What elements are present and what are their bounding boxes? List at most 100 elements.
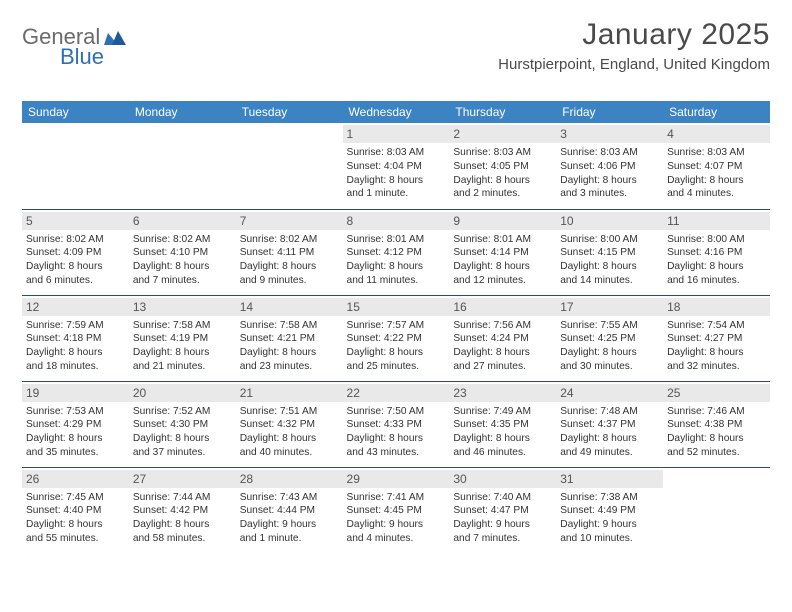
weekday-header: Friday xyxy=(556,101,663,123)
day-sunrise: Sunrise: 8:02 AM xyxy=(133,233,232,247)
day-sunset: Sunset: 4:15 PM xyxy=(560,246,659,260)
day-daylight1: Daylight: 8 hours xyxy=(667,260,766,274)
day-info: Sunrise: 7:38 AMSunset: 4:49 PMDaylight:… xyxy=(560,491,659,546)
day-sunrise: Sunrise: 7:56 AM xyxy=(453,319,552,333)
day-info: Sunrise: 7:59 AMSunset: 4:18 PMDaylight:… xyxy=(26,319,125,374)
day-daylight2: and 18 minutes. xyxy=(26,360,125,374)
day-number: 12 xyxy=(22,298,129,316)
day-sunrise: Sunrise: 8:03 AM xyxy=(453,146,552,160)
day-info: Sunrise: 8:03 AMSunset: 4:05 PMDaylight:… xyxy=(453,146,552,201)
day-sunrise: Sunrise: 7:45 AM xyxy=(26,491,125,505)
day-sunrise: Sunrise: 7:44 AM xyxy=(133,491,232,505)
day-sunrise: Sunrise: 7:46 AM xyxy=(667,405,766,419)
day-daylight1: Daylight: 8 hours xyxy=(667,174,766,188)
day-daylight1: Daylight: 9 hours xyxy=(560,518,659,532)
calendar-week-row: ......1Sunrise: 8:03 AMSunset: 4:04 PMDa… xyxy=(22,123,770,209)
day-info: Sunrise: 7:55 AMSunset: 4:25 PMDaylight:… xyxy=(560,319,659,374)
day-sunset: Sunset: 4:12 PM xyxy=(347,246,446,260)
day-number: 7 xyxy=(236,212,343,230)
day-info: Sunrise: 8:02 AMSunset: 4:10 PMDaylight:… xyxy=(133,233,232,288)
day-sunrise: Sunrise: 7:58 AM xyxy=(133,319,232,333)
title-block: January 2025 Hurstpierpoint, England, Un… xyxy=(498,18,770,73)
day-daylight1: Daylight: 9 hours xyxy=(453,518,552,532)
day-info: Sunrise: 7:50 AMSunset: 4:33 PMDaylight:… xyxy=(347,405,446,460)
day-number: 29 xyxy=(343,470,450,488)
day-info: Sunrise: 8:00 AMSunset: 4:15 PMDaylight:… xyxy=(560,233,659,288)
day-sunset: Sunset: 4:40 PM xyxy=(26,504,125,518)
day-daylight1: Daylight: 8 hours xyxy=(240,260,339,274)
calendar-week-row: 12 Sunrise: 7:59 AMSunset: 4:18 PMDayligh… xyxy=(22,295,770,381)
calendar-day-cell: 19Sunrise: 7:53 AMSunset: 4:29 PMDayligh… xyxy=(22,381,129,467)
day-sunset: Sunset: 4:44 PM xyxy=(240,504,339,518)
calendar-day-cell: 3Sunrise: 8:03 AMSunset: 4:06 PMDaylight… xyxy=(556,123,663,209)
day-daylight1: Daylight: 8 hours xyxy=(453,260,552,274)
calendar-week-row: 26Sunrise: 7:45 AMSunset: 4:40 PMDayligh… xyxy=(22,467,770,553)
day-number: 28 xyxy=(236,470,343,488)
day-number: 6 xyxy=(129,212,236,230)
day-sunset: Sunset: 4:14 PM xyxy=(453,246,552,260)
day-daylight1: Daylight: 8 hours xyxy=(560,346,659,360)
day-sunrise: Sunrise: 7:53 AM xyxy=(26,405,125,419)
day-daylight2: and 3 minutes. xyxy=(560,187,659,201)
day-info: Sunrise: 7:48 AMSunset: 4:37 PMDaylight:… xyxy=(560,405,659,460)
day-info: Sunrise: 7:52 AMSunset: 4:30 PMDaylight:… xyxy=(133,405,232,460)
calendar-day-cell: .. xyxy=(236,123,343,209)
day-sunset: Sunset: 4:05 PM xyxy=(453,160,552,174)
calendar-day-cell: 9 Sunrise: 8:01 AMSunset: 4:14 PMDaylight… xyxy=(449,209,556,295)
day-daylight2: and 21 minutes. xyxy=(133,360,232,374)
day-info: Sunrise: 7:51 AMSunset: 4:32 PMDaylight:… xyxy=(240,405,339,460)
brand-mark-icon xyxy=(104,29,126,45)
day-sunset: Sunset: 4:16 PM xyxy=(667,246,766,260)
calendar-day-cell: 28Sunrise: 7:43 AMSunset: 4:44 PMDayligh… xyxy=(236,467,343,553)
day-number: 25 xyxy=(663,384,770,402)
day-daylight1: Daylight: 8 hours xyxy=(453,174,552,188)
day-daylight1: Daylight: 9 hours xyxy=(347,518,446,532)
calendar-day-cell: 14Sunrise: 7:58 AMSunset: 4:21 PMDayligh… xyxy=(236,295,343,381)
day-number: 9 xyxy=(449,212,556,230)
day-sunset: Sunset: 4:35 PM xyxy=(453,418,552,432)
day-number: 30 xyxy=(449,470,556,488)
day-sunset: Sunset: 4:29 PM xyxy=(26,418,125,432)
day-sunset: Sunset: 4:27 PM xyxy=(667,332,766,346)
calendar-day-cell: 18Sunrise: 7:54 AMSunset: 4:27 PMDayligh… xyxy=(663,295,770,381)
day-sunrise: Sunrise: 8:00 AM xyxy=(560,233,659,247)
day-number: 17 xyxy=(556,298,663,316)
day-daylight2: and 49 minutes. xyxy=(560,446,659,460)
day-info: Sunrise: 8:01 AMSunset: 4:12 PMDaylight:… xyxy=(347,233,446,288)
day-sunrise: Sunrise: 8:02 AM xyxy=(26,233,125,247)
day-sunrise: Sunrise: 8:00 AM xyxy=(667,233,766,247)
day-sunrise: Sunrise: 7:54 AM xyxy=(667,319,766,333)
day-info: Sunrise: 8:03 AMSunset: 4:06 PMDaylight:… xyxy=(560,146,659,201)
weekday-header: Tuesday xyxy=(236,101,343,123)
day-number: 11 xyxy=(663,212,770,230)
weekday-header-row: Sunday Monday Tuesday Wednesday Thursday… xyxy=(22,101,770,123)
day-info: Sunrise: 8:01 AMSunset: 4:14 PMDaylight:… xyxy=(453,233,552,288)
day-info: Sunrise: 7:54 AMSunset: 4:27 PMDaylight:… xyxy=(667,319,766,374)
calendar-day-cell: 13Sunrise: 7:58 AMSunset: 4:19 PMDayligh… xyxy=(129,295,236,381)
day-daylight2: and 1 minute. xyxy=(347,187,446,201)
calendar-day-cell: 10 Sunrise: 8:00 AMSunset: 4:15 PMDayligh… xyxy=(556,209,663,295)
day-daylight1: Daylight: 8 hours xyxy=(133,346,232,360)
weekday-header: Monday xyxy=(129,101,236,123)
day-daylight2: and 7 minutes. xyxy=(133,274,232,288)
day-number: 15 xyxy=(343,298,450,316)
day-number: 19 xyxy=(22,384,129,402)
day-daylight2: and 2 minutes. xyxy=(453,187,552,201)
calendar-day-cell: 29Sunrise: 7:41 AMSunset: 4:45 PMDayligh… xyxy=(343,467,450,553)
day-sunrise: Sunrise: 7:51 AM xyxy=(240,405,339,419)
day-info: Sunrise: 7:58 AMSunset: 4:21 PMDaylight:… xyxy=(240,319,339,374)
weekday-header: Sunday xyxy=(22,101,129,123)
day-info: Sunrise: 7:56 AMSunset: 4:24 PMDaylight:… xyxy=(453,319,552,374)
day-number: 10 xyxy=(556,212,663,230)
calendar-day-cell: 23Sunrise: 7:49 AMSunset: 4:35 PMDayligh… xyxy=(449,381,556,467)
calendar-day-cell: 25Sunrise: 7:46 AMSunset: 4:38 PMDayligh… xyxy=(663,381,770,467)
day-sunset: Sunset: 4:22 PM xyxy=(347,332,446,346)
day-info: Sunrise: 8:00 AMSunset: 4:16 PMDaylight:… xyxy=(667,233,766,288)
day-daylight2: and 46 minutes. xyxy=(453,446,552,460)
day-sunrise: Sunrise: 8:01 AM xyxy=(347,233,446,247)
day-daylight2: and 43 minutes. xyxy=(347,446,446,460)
day-daylight2: and 40 minutes. xyxy=(240,446,339,460)
day-daylight2: and 14 minutes. xyxy=(560,274,659,288)
day-daylight2: and 35 minutes. xyxy=(26,446,125,460)
day-sunset: Sunset: 4:45 PM xyxy=(347,504,446,518)
